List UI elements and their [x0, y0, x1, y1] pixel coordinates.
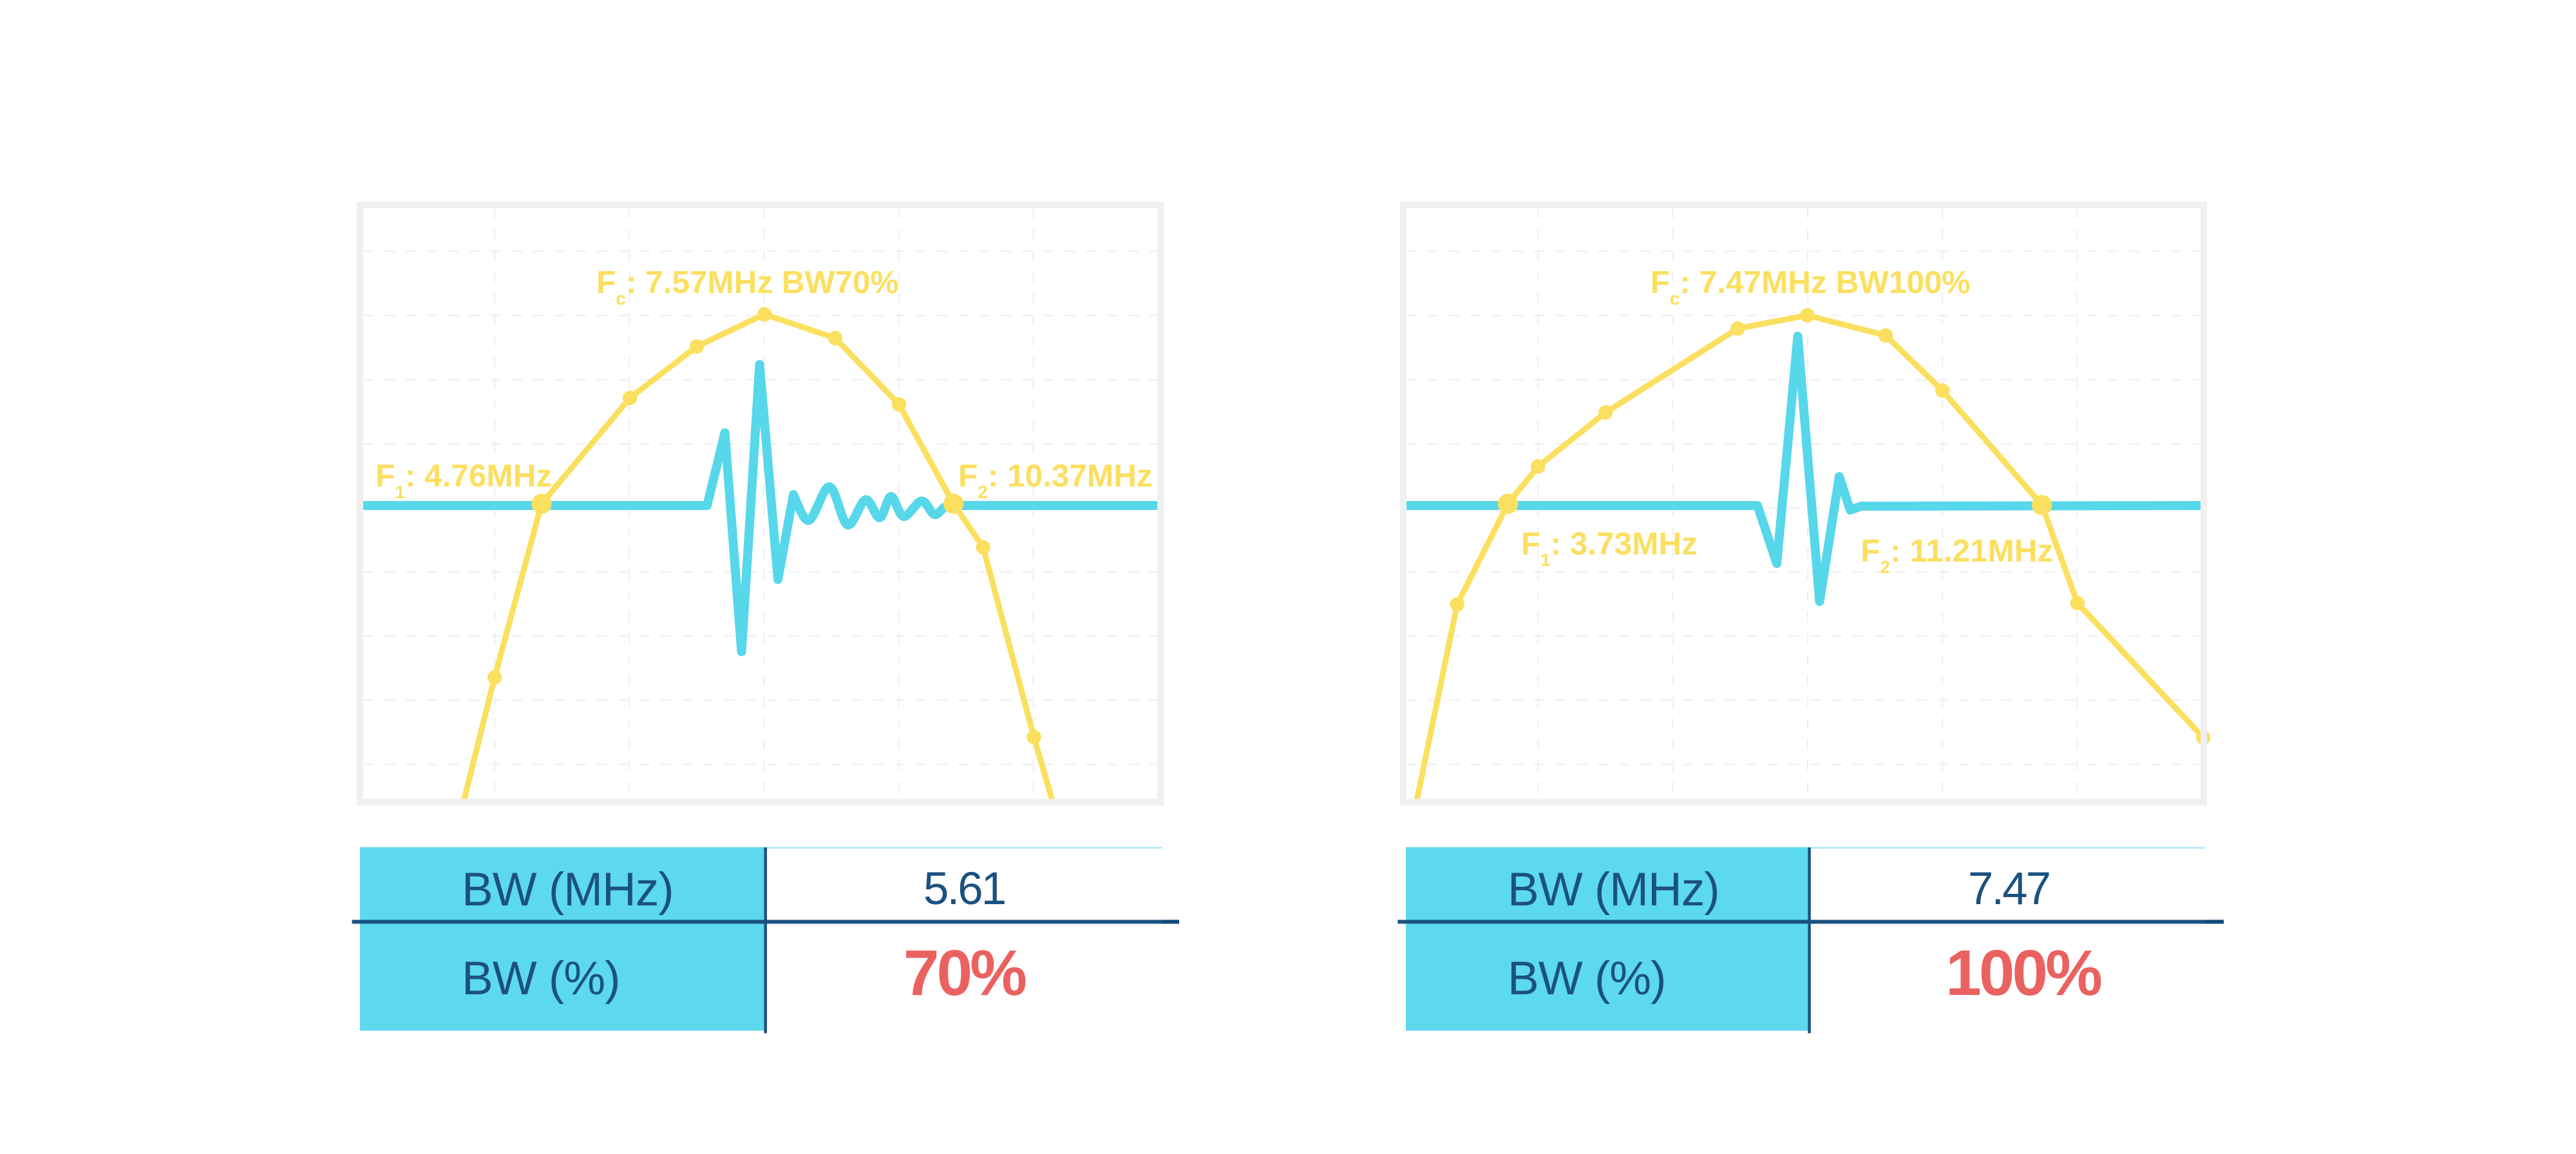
svg-text:BW (MHz): BW (MHz) [462, 864, 674, 916]
svg-text:5.61: 5.61 [923, 864, 1005, 914]
svg-text:7.47: 7.47 [1968, 864, 2049, 914]
svg-text:BW (MHz): BW (MHz) [1508, 864, 1719, 916]
svg-text:100%: 100% [1946, 937, 2101, 1009]
svg-text:70%: 70% [904, 937, 1026, 1009]
svg-text:BW (%): BW (%) [462, 952, 620, 1005]
svg-text:BW (%): BW (%) [1508, 952, 1665, 1005]
